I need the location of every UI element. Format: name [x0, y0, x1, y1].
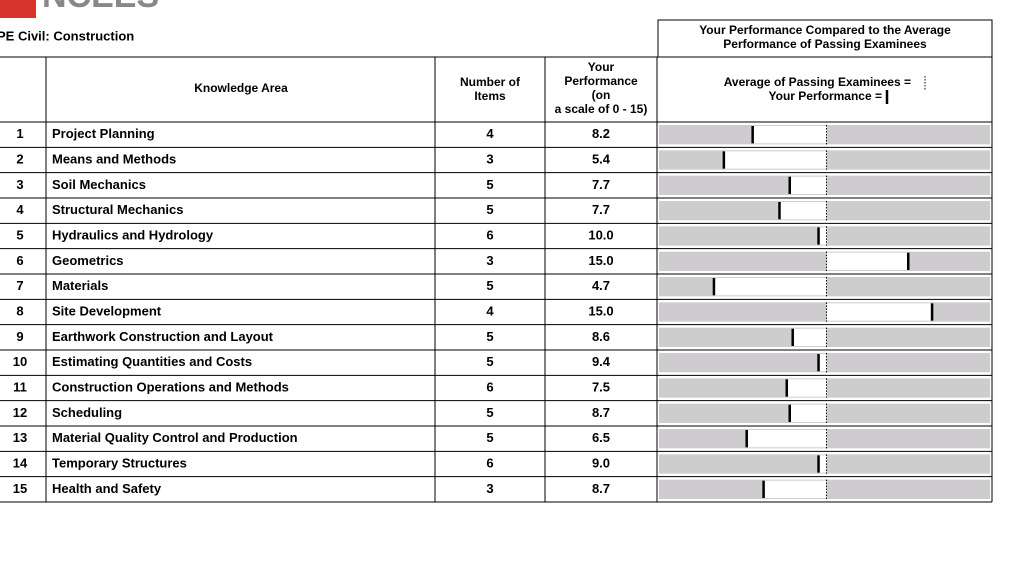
row-number: 6 — [16, 253, 23, 268]
logo-text: NCEES — [42, 0, 159, 15]
item-count: 5 — [486, 354, 493, 369]
item-count: 6 — [486, 455, 493, 470]
row-number: 1 — [16, 126, 23, 141]
row-number: 2 — [16, 151, 23, 166]
item-count: 3 — [486, 253, 493, 268]
item-count: 5 — [486, 430, 493, 445]
item-count: 5 — [486, 202, 493, 217]
performance-gap — [723, 151, 827, 169]
performance-score: 6.5 — [592, 430, 610, 445]
column-header: Your — [588, 60, 615, 74]
performance-gap — [826, 252, 909, 270]
row-number: 13 — [13, 430, 27, 445]
row-number: 12 — [13, 405, 27, 420]
knowledge-area: Hydraulics and Hydrology — [52, 227, 214, 242]
column-header: a scale of 0 - 15) — [555, 102, 648, 116]
performance-score: 10.0 — [588, 227, 613, 242]
performance-gap — [752, 126, 827, 144]
comparison-title: Your Performance Compared to the Average — [699, 23, 951, 37]
item-count: 4 — [486, 126, 494, 141]
knowledge-area: Temporary Structures — [52, 455, 187, 470]
column-header: Knowledge Area — [194, 81, 288, 95]
performance-gap — [746, 430, 827, 448]
performance-score: 7.7 — [592, 177, 610, 192]
performance-score: 7.5 — [592, 379, 610, 394]
item-count: 3 — [486, 151, 493, 166]
row-number: 8 — [16, 303, 23, 318]
performance-gap — [789, 176, 827, 194]
performance-gap — [763, 480, 827, 498]
exam-title: PE Civil: Construction — [0, 28, 134, 43]
item-count: 5 — [486, 177, 493, 192]
column-header: (on — [592, 88, 611, 102]
performance-score: 4.7 — [592, 278, 610, 293]
performance-gap — [786, 379, 827, 397]
performance-score: 9.4 — [592, 354, 611, 369]
column-header: Number of — [460, 75, 521, 89]
row-number: 4 — [16, 202, 24, 217]
item-count: 4 — [486, 303, 494, 318]
knowledge-area: Material Quality Control and Production — [52, 430, 298, 445]
row-number: 11 — [13, 379, 27, 394]
row-number: 10 — [13, 354, 27, 369]
performance-score: 8.2 — [592, 126, 610, 141]
knowledge-area: Materials — [52, 278, 108, 293]
performance-score: 7.7 — [592, 202, 610, 217]
knowledge-area: Scheduling — [52, 405, 122, 420]
performance-score: 15.0 — [588, 253, 613, 268]
bar-background — [659, 251, 990, 271]
comparison-title: Performance of Passing Examinees — [723, 37, 927, 51]
row-number: 5 — [16, 227, 23, 242]
item-count: 6 — [486, 379, 493, 394]
knowledge-area: Structural Mechanics — [52, 202, 184, 217]
row-number: 3 — [16, 177, 23, 192]
performance-score: 8.6 — [592, 329, 610, 344]
performance-gap — [779, 202, 827, 220]
knowledge-area: Project Planning — [52, 126, 155, 141]
performance-score: 15.0 — [588, 303, 613, 318]
performance-gap — [792, 328, 827, 346]
knowledge-area: Soil Mechanics — [52, 177, 146, 192]
row-number: 15 — [13, 481, 27, 496]
performance-score: 5.4 — [592, 151, 611, 166]
knowledge-area: Means and Methods — [52, 151, 176, 166]
performance-gap — [818, 354, 827, 372]
row-number: 9 — [16, 329, 23, 344]
knowledge-area: Geometrics — [52, 253, 124, 268]
performance-score: 8.7 — [592, 481, 610, 496]
item-count: 5 — [486, 278, 493, 293]
row-number: 14 — [13, 455, 28, 470]
item-count: 3 — [486, 481, 493, 496]
column-header: Items — [474, 89, 506, 103]
performance-score: 9.0 — [592, 455, 610, 470]
legend-average: Average of Passing Examinees = — [724, 75, 911, 89]
performance-gap — [713, 278, 827, 296]
row-number: 7 — [16, 278, 23, 293]
item-count: 5 — [486, 329, 493, 344]
bar-background — [659, 302, 990, 322]
column-header: Performance — [564, 74, 638, 88]
performance-gap — [789, 404, 827, 422]
knowledge-area: Health and Safety — [52, 481, 162, 496]
performance-gap — [818, 227, 827, 245]
item-count: 6 — [486, 227, 493, 242]
logo-mark — [0, 0, 36, 18]
knowledge-area: Site Development — [52, 303, 162, 318]
knowledge-area: Construction Operations and Methods — [52, 379, 289, 394]
performance-gap — [826, 303, 933, 321]
performance-score: 8.7 — [592, 405, 610, 420]
knowledge-area: Earthwork Construction and Layout — [52, 329, 274, 344]
item-count: 5 — [486, 405, 493, 420]
performance-gap — [818, 455, 827, 473]
knowledge-area: Estimating Quantities and Costs — [52, 354, 252, 369]
legend-yours: Your Performance = — [769, 89, 882, 103]
